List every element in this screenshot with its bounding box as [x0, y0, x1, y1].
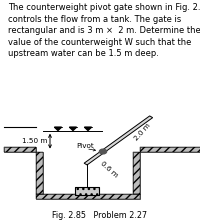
Bar — [36, 194, 140, 199]
FancyBboxPatch shape — [75, 187, 99, 195]
Bar — [133, 152, 140, 194]
Text: The counterweight pivot gate shown in Fig. 2.85
controls the flow from a tank. T: The counterweight pivot gate shown in Fi… — [8, 3, 200, 58]
Bar — [36, 194, 140, 199]
Bar — [36, 152, 43, 194]
Bar — [140, 147, 200, 152]
Polygon shape — [54, 127, 62, 130]
Text: Pivot: Pivot — [76, 143, 94, 149]
Bar — [4, 147, 36, 152]
Text: 1.50 m: 1.50 m — [22, 138, 48, 144]
Text: 0.6 m: 0.6 m — [99, 160, 119, 179]
Polygon shape — [69, 127, 77, 130]
Text: Fig. 2.85   Problem 2.27: Fig. 2.85 Problem 2.27 — [52, 211, 148, 220]
Text: 2.0 m: 2.0 m — [133, 122, 151, 141]
Bar — [36, 152, 43, 194]
Bar — [4, 147, 36, 152]
Bar — [133, 152, 140, 194]
Circle shape — [99, 149, 107, 154]
Bar — [140, 147, 200, 152]
Polygon shape — [84, 116, 153, 165]
Polygon shape — [84, 127, 92, 130]
Bar — [75, 187, 99, 195]
